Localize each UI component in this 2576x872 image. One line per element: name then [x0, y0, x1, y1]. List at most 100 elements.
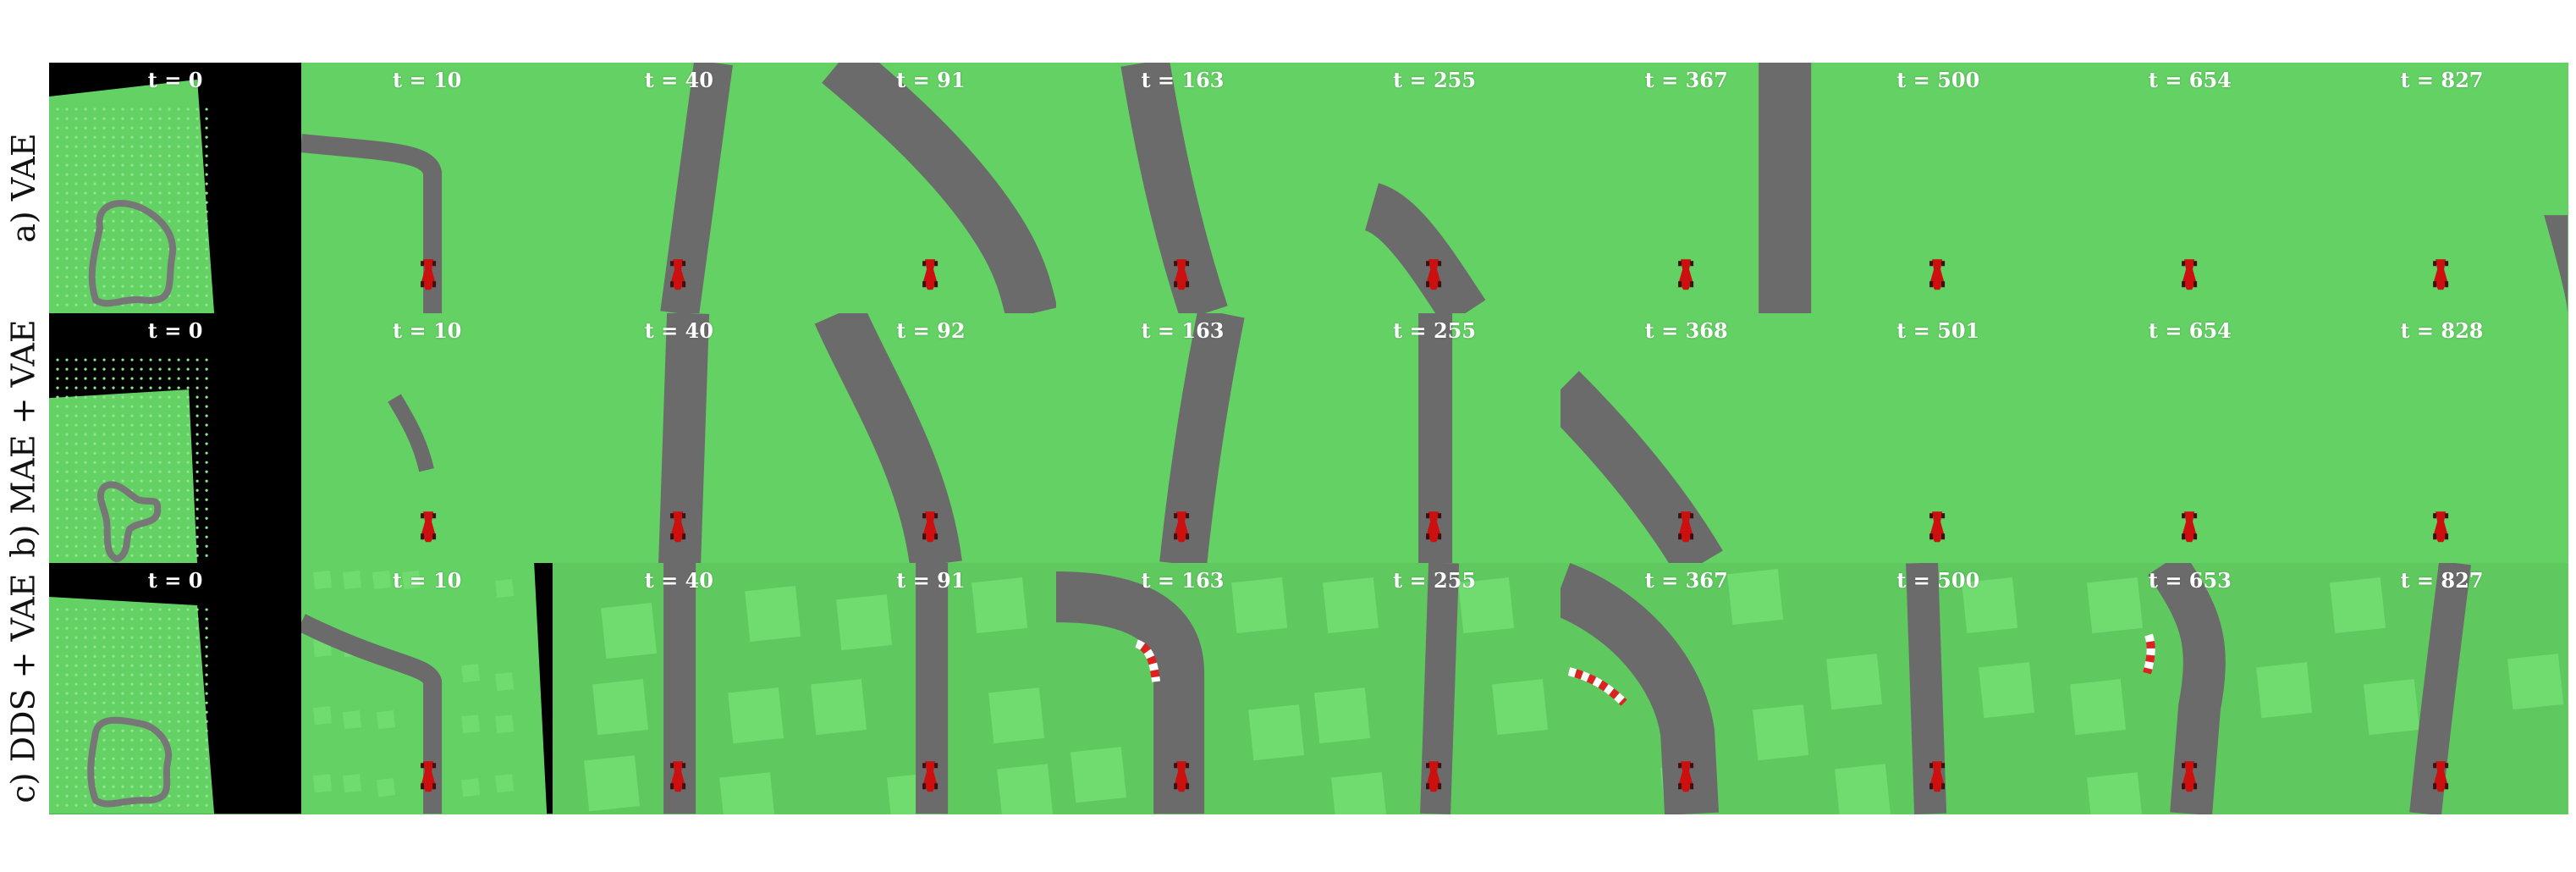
road-path	[1906, 563, 1947, 814]
grass-tiles	[1071, 577, 1305, 803]
frame-dds-vae-4: t = 163	[1056, 563, 1309, 814]
road-path	[1120, 63, 1229, 314]
frame-vae-2: t = 40	[553, 63, 806, 314]
frame-dds-vae-0: t = 0	[49, 563, 302, 814]
frame-dds-vae-2: t = 40	[553, 563, 806, 814]
car-sprite	[1426, 511, 1442, 542]
car-sprite	[1174, 761, 1190, 792]
row-label-mae-vae: b) MAE + VAE	[0, 313, 47, 564]
frame-mae-vae-1: t = 10	[300, 312, 553, 564]
timestep-label: t = 10	[393, 568, 462, 593]
timestep-label: t = 828	[2400, 317, 2484, 343]
car-sprite	[420, 511, 436, 542]
car-sprite	[1677, 511, 1693, 542]
timestep-label: t = 827	[2400, 68, 2484, 92]
grass-tiles	[312, 571, 514, 797]
car-sprite	[420, 761, 436, 792]
timestep-label: t = 0	[147, 68, 203, 92]
frame-dds-vae-1: t = 10	[300, 563, 553, 814]
frame-vae-0: t = 0	[49, 63, 302, 314]
road-path	[387, 394, 434, 472]
car-sprite	[2181, 259, 2197, 290]
frame-vae-5: t = 255	[1308, 63, 1561, 314]
road-path	[2409, 563, 2472, 814]
frame-mae-vae-7: t = 501	[1812, 312, 2065, 564]
frame-dds-vae-6: t = 367	[1560, 563, 1813, 814]
car-sprite	[2433, 761, 2449, 792]
frame-vae-8: t = 654	[2063, 63, 2316, 314]
car-sprite	[1426, 259, 1442, 290]
car-sprite	[670, 511, 686, 542]
road-path	[300, 134, 442, 314]
timestep-label: t = 10	[393, 68, 462, 92]
frame-mae-vae-5: t = 255	[1308, 312, 1561, 564]
car-sprite	[1426, 761, 1442, 792]
frame-vae-9: t = 827	[2315, 63, 2568, 314]
road-path	[1362, 183, 1486, 314]
timestep-label: t = 653	[2148, 568, 2232, 593]
timestep-label: t = 40	[644, 317, 713, 343]
grass-tiles	[1314, 577, 1549, 814]
road-path	[2148, 563, 2226, 814]
frame-vae-4: t = 163	[1056, 63, 1309, 314]
grass-texture	[56, 108, 208, 306]
row-label-text: b) MAE + VAE	[5, 318, 42, 558]
timestep-label: t = 163	[1141, 68, 1225, 92]
timestep-label: t = 163	[1141, 317, 1225, 343]
frame-mae-vae-9: t = 828	[2315, 312, 2568, 564]
grass-tiles	[2069, 577, 2312, 814]
timestep-label: t = 255	[1393, 317, 1477, 343]
car-sprite	[2433, 511, 2449, 542]
grass-tiles	[2330, 577, 2564, 736]
timestep-label: t = 163	[1141, 568, 1225, 593]
car-sprite	[1174, 511, 1190, 542]
frame-mae-vae-4: t = 163	[1056, 312, 1309, 564]
frame-mae-vae-0: t = 0	[49, 312, 302, 564]
timestep-label: t = 501	[1896, 317, 1980, 343]
car-sprite	[922, 761, 938, 792]
frame-vae-6: t = 367	[1560, 63, 1813, 314]
road-path	[821, 63, 1057, 314]
timestep-label: t = 0	[147, 568, 203, 593]
timestep-label: t = 255	[1393, 568, 1477, 593]
car-sprite	[1174, 259, 1190, 290]
frame-mae-vae-6: t = 368	[1560, 312, 1813, 564]
timestep-label: t = 91	[896, 68, 966, 92]
timestep-label: t = 367	[1644, 68, 1728, 92]
row-label-text: a) VAE	[5, 133, 43, 243]
timestep-label: t = 500	[1896, 568, 1980, 593]
timestep-label: t = 40	[644, 68, 713, 92]
timestep-label: t = 654	[2148, 68, 2232, 92]
frame-mae-vae-2: t = 40	[553, 312, 806, 564]
timestep-label: t = 0	[147, 317, 203, 343]
timestep-label: t = 654	[2148, 317, 2232, 343]
frame-vae-1: t = 10	[300, 63, 553, 314]
car-sprite	[922, 259, 938, 290]
car-sprite	[670, 761, 686, 792]
car-sprite	[2433, 259, 2449, 290]
timestep-label: t = 500	[1896, 68, 1980, 92]
timestep-label: t = 827	[2400, 568, 2484, 593]
car-sprite	[1929, 511, 1946, 542]
grass-tiles	[584, 586, 801, 814]
timestep-label: t = 40	[644, 568, 713, 593]
grass-tiles	[1826, 577, 2035, 814]
car-sprite	[2181, 511, 2197, 542]
row-label-dds-vae: c) DDS + VAE	[0, 563, 47, 814]
car-sprite	[1929, 259, 1946, 290]
car-sprite	[1929, 761, 1946, 792]
timestep-label: t = 10	[393, 317, 462, 343]
timestep-label: t = 92	[896, 317, 966, 343]
road-path	[1560, 563, 1719, 814]
timestep-label: t = 255	[1393, 68, 1477, 92]
frame-vae-3: t = 91	[804, 63, 1057, 314]
car-sprite	[670, 259, 686, 290]
car-sprite	[1677, 259, 1693, 290]
road-path	[300, 614, 442, 814]
timestep-label: t = 91	[896, 568, 966, 593]
frame-mae-vae-3: t = 92	[804, 312, 1057, 564]
frame-dds-vae-9: t = 827	[2315, 563, 2568, 814]
car-sprite	[1677, 761, 1693, 792]
timestep-label: t = 368	[1644, 317, 1728, 343]
